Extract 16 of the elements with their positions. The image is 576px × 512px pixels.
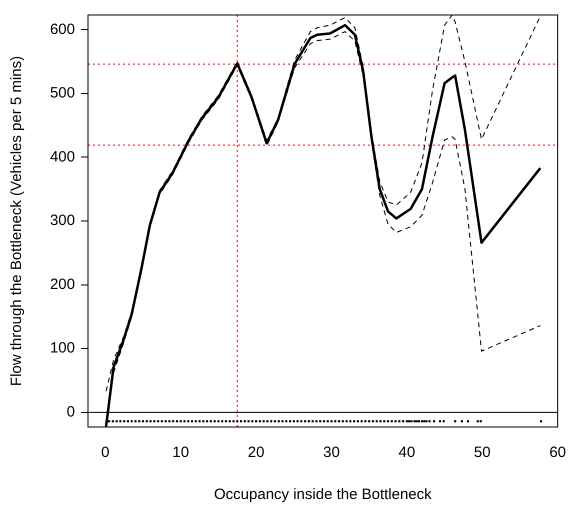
x-tick-label: 60 (549, 444, 566, 462)
x-axis-title: Occupancy inside the Bottleneck (214, 486, 432, 504)
x-tick-label: 30 (323, 444, 340, 462)
y-tick-label: 100 (50, 340, 75, 357)
x-tick-label: 0 (101, 444, 110, 462)
y-tick-label: 200 (50, 276, 75, 293)
y-tick-label: 400 (50, 148, 75, 166)
x-tick-label: 10 (172, 444, 190, 462)
y-tick-label: 0 (66, 403, 75, 420)
x-tick-label: 40 (398, 444, 416, 462)
y-tick-label: 300 (50, 212, 75, 230)
y-axis-title: Flow through the Bottleneck (Vehicles per 5 mins) (8, 56, 26, 386)
y-tick-label: 500 (50, 84, 75, 102)
x-tick-label: 50 (474, 444, 491, 462)
y-tick-label: 600 (50, 20, 75, 38)
x-tick-label: 20 (248, 444, 264, 462)
